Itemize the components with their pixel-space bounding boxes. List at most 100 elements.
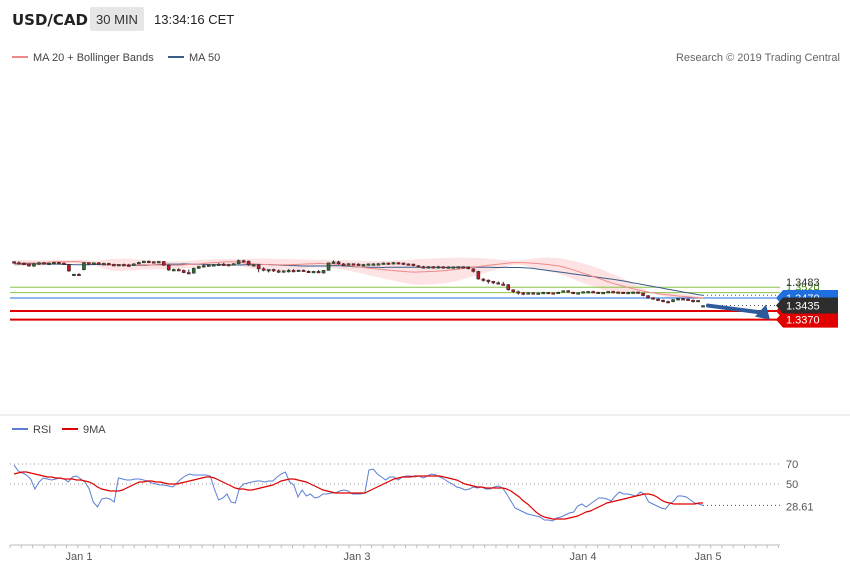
candle [626,291,630,295]
candle [67,263,71,272]
candle-body [32,263,36,267]
candle [561,290,566,293]
x-tick-label: Jan 5 [695,551,722,563]
candle [271,268,276,272]
candle-body [176,269,181,272]
rsi-legend: RSI 9MA [12,424,106,436]
candle [27,263,31,267]
candle [336,260,341,265]
candle [22,262,26,265]
bollinger-band-fill [14,257,703,299]
candle [321,269,326,274]
candle [481,278,486,282]
candle-body [506,284,511,291]
candle-body [216,263,221,266]
candle [161,261,166,266]
candle-body [132,263,136,266]
candle [216,263,221,266]
candle [541,291,546,295]
candle [211,263,216,267]
candle-body [386,262,391,265]
candle [431,266,436,269]
candle [536,292,541,295]
candle-body [616,291,620,294]
candle-body [636,291,640,294]
candle [656,298,660,301]
candle [92,262,96,265]
candle [17,261,21,265]
candle [586,290,590,294]
candle-body [521,292,526,295]
chart-header: USD/CAD 30 MIN 13:34:16 CET [12,7,234,31]
candle-body [47,262,51,265]
candle-body [67,264,71,272]
candle [371,263,376,266]
candle-body [541,292,546,295]
candle-body [166,264,171,271]
candle [596,291,600,294]
candle [571,291,575,295]
candle-body [591,291,595,294]
candle-body [556,291,561,294]
candle-body [341,263,346,266]
candle-body [102,263,106,266]
candle [137,261,141,265]
candle-body [661,299,665,302]
candle-body [611,291,615,294]
candle-body [471,268,476,272]
candle-body [696,300,700,303]
candle-body [346,263,351,266]
candle [306,270,311,273]
candle-body [621,291,625,294]
candle-body [416,265,421,268]
candle-body [57,262,61,265]
candle [181,269,186,274]
candle-body [411,263,416,266]
candle-body [456,266,461,269]
candle-body [92,262,96,265]
candle-body [546,292,551,295]
candle-body [646,295,650,299]
candle [127,263,131,267]
candle [72,273,76,276]
timeframe-badge[interactable] [90,7,144,31]
candle-body [571,291,575,294]
candle-body [436,266,441,269]
candle-body [286,270,291,273]
candle-body [496,282,501,285]
candle [12,261,16,264]
candle-body [651,297,655,300]
candle [411,263,416,267]
candle-body [37,262,41,265]
candle [461,266,466,269]
candle-body [256,264,261,270]
candle-body [596,291,600,294]
price-levels [10,286,780,321]
candle [476,270,481,280]
support-2-tag: 1.3370 [776,311,838,328]
candle [516,290,521,295]
candle-body [441,266,446,269]
candle-body [122,264,126,267]
candle-body [361,264,366,267]
candle-body [356,263,361,266]
candle [376,263,381,266]
candle [87,262,91,265]
candle-body [127,264,131,267]
credit-text: Research © 2019 Trading Central [676,52,840,64]
candle [496,281,501,285]
candle [506,284,511,291]
candle [57,261,61,265]
candle-body [561,290,566,293]
candle [531,291,536,295]
candle [42,261,46,265]
forecast-arrow-shaft [706,303,764,315]
candle-body [681,298,685,301]
candle-body [311,271,316,274]
current-price-tag: 1.3435 [776,297,838,314]
candle [581,291,585,294]
candle [311,271,316,274]
candle [576,292,580,295]
candle [696,300,700,303]
candle [401,262,406,265]
